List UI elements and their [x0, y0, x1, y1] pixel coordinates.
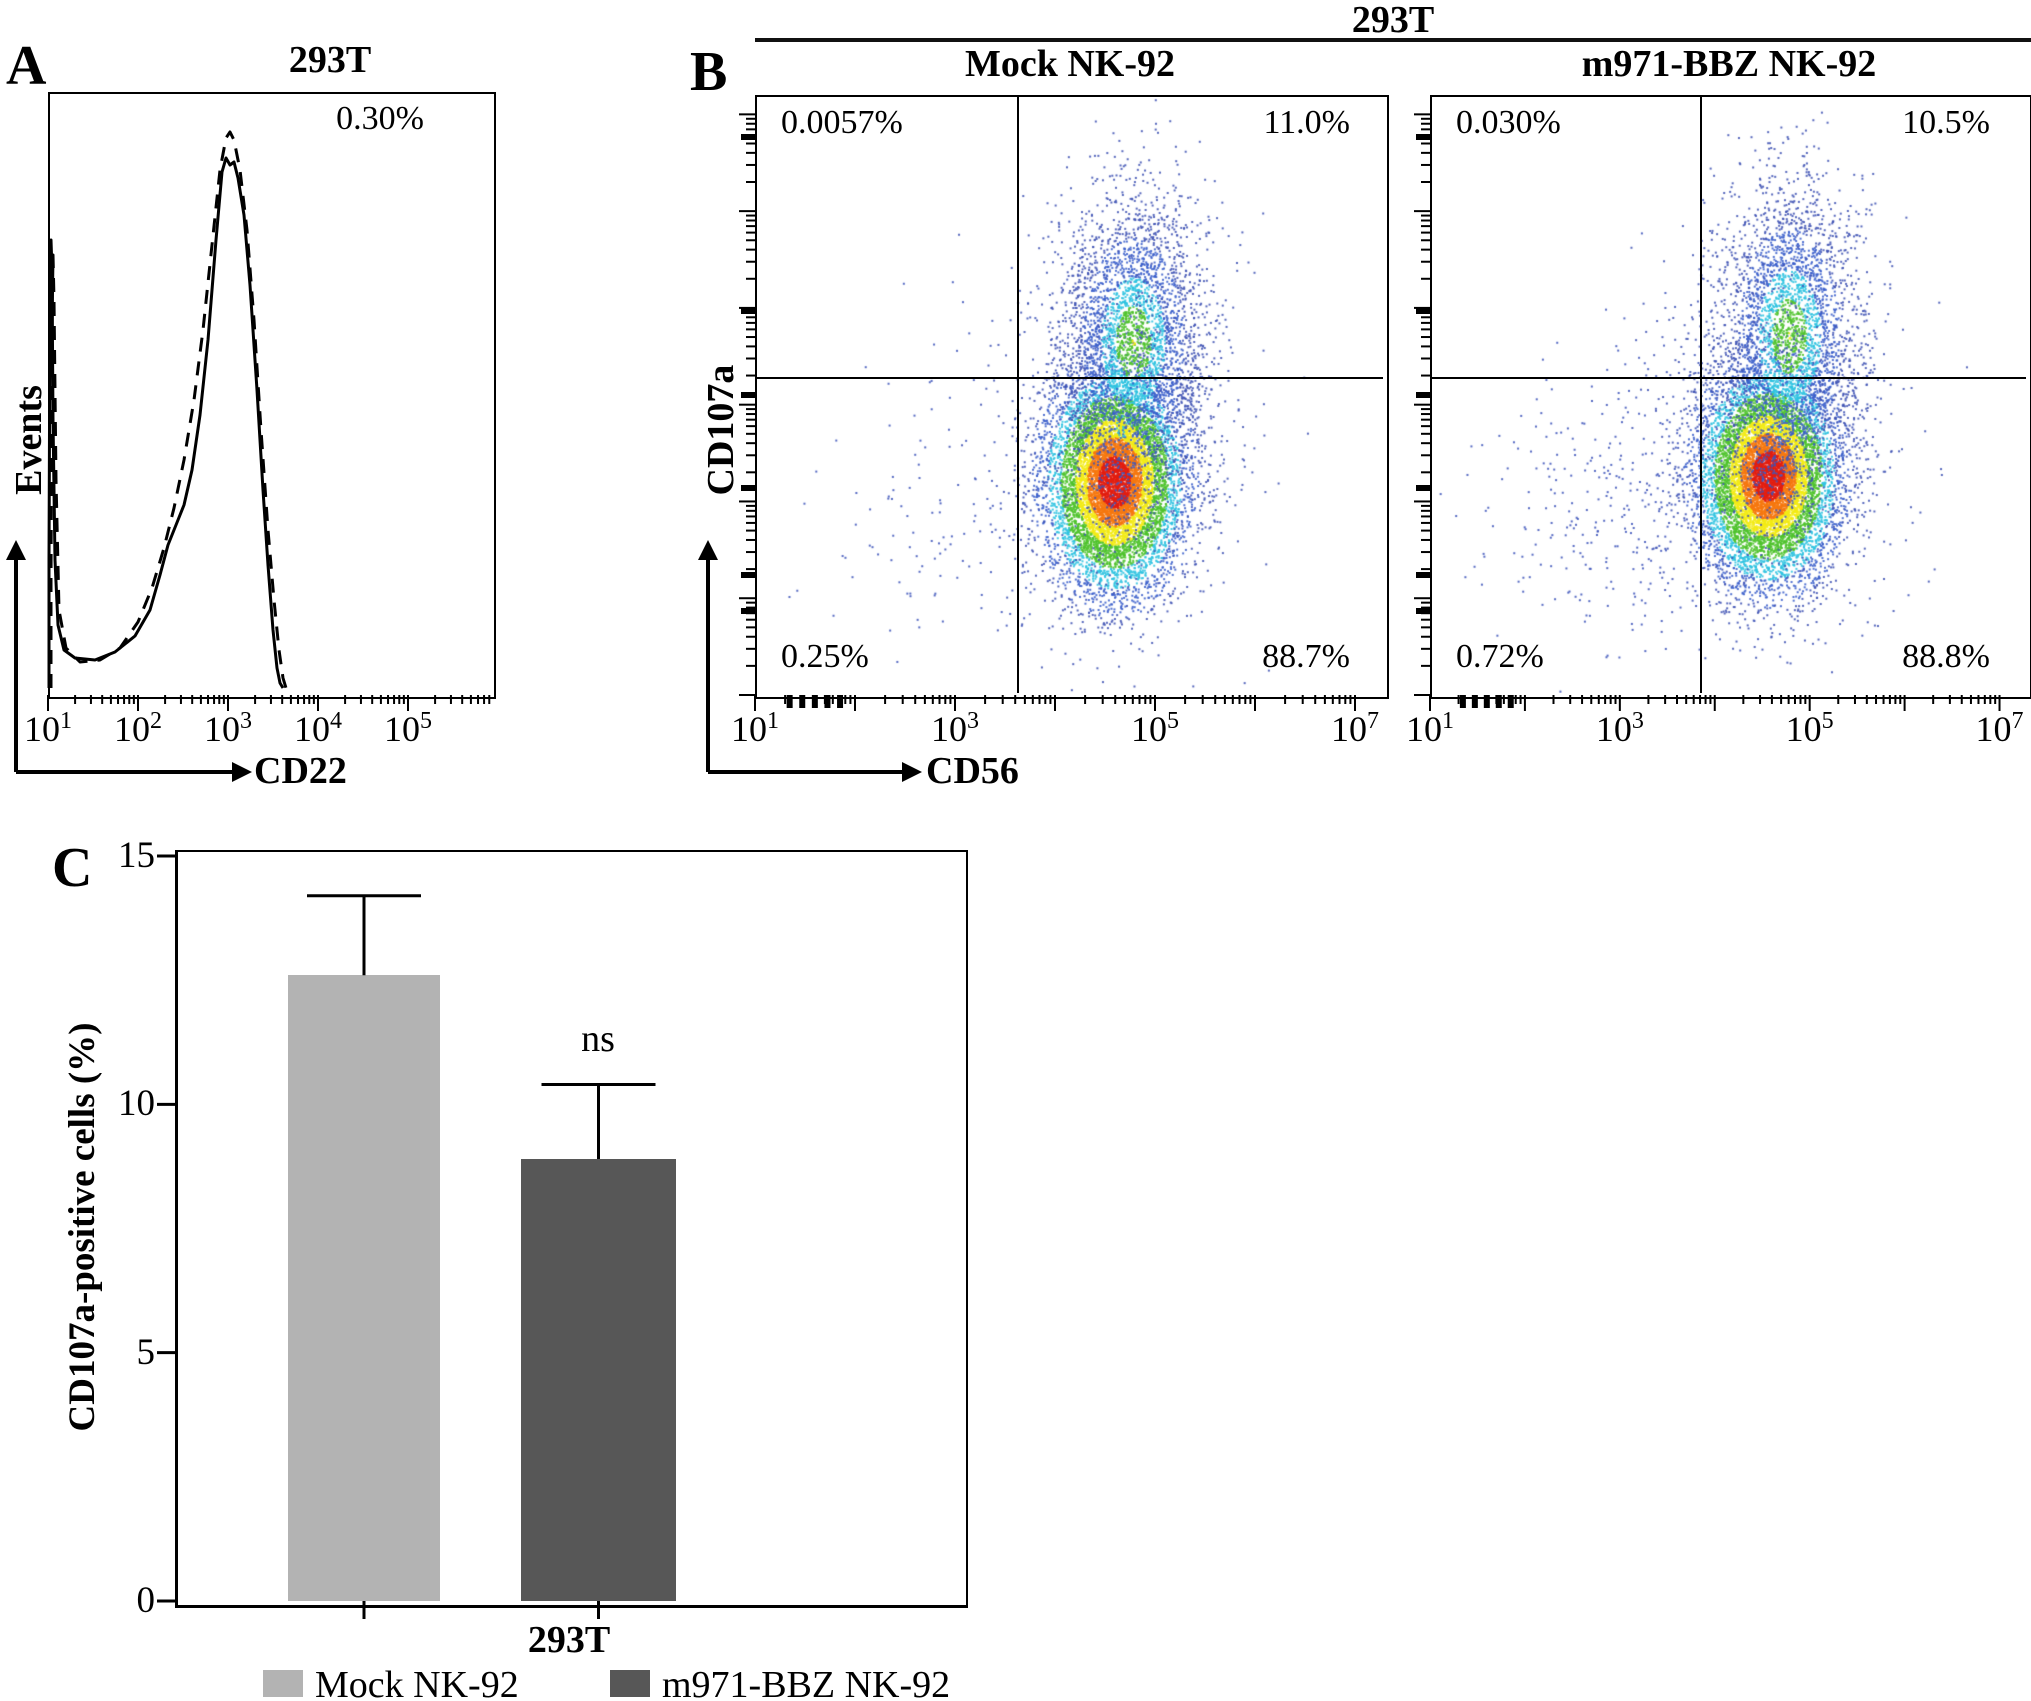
panel-b-plot1-x-tick-1: 101 [731, 708, 779, 749]
plot2-lr-percent: 88.8% [1902, 638, 1990, 675]
panel-a-x-tick-5: 105 [384, 708, 432, 749]
panel-b-plot1-x-tick-3: 105 [1131, 708, 1179, 749]
plot2-quadrant-hline [1432, 377, 2026, 379]
legend-swatch-m971 [610, 1670, 650, 1697]
panel-c-y-tick-5: 5 [136, 1331, 156, 1373]
panel-b-plot1-x-tick-4: 107 [1331, 708, 1379, 749]
plot2-ul-percent: 0.030% [1456, 104, 1561, 141]
panel-a-title: 293T [288, 39, 372, 81]
panel-b-plot2-x-tick-4: 107 [1975, 708, 2024, 749]
plot2-ur-percent: 10.5% [1902, 104, 1990, 141]
legend-label-m971: m971-BBZ NK-92 [662, 1664, 951, 1701]
panel-a-x-tick-2: 102 [114, 708, 162, 749]
legend-swatch-mock [263, 1670, 303, 1697]
panel-c-y-tick-15: 15 [118, 835, 155, 876]
plot1-ul-percent: 0.0057% [781, 104, 903, 141]
scatter-plot-mock [757, 97, 1383, 693]
bar-m971-bbz-nk-92 [521, 1158, 676, 1601]
panel-c-y-axis-label: CD107a-positive cells (%) [62, 1022, 103, 1432]
panel-a-plot-box [48, 92, 496, 699]
panel-b-plot2-x-tick-1: 101 [1406, 708, 1454, 749]
significance-annotation: ns [581, 1018, 615, 1060]
plot1-lr-percent: 88.7% [1262, 638, 1350, 675]
panel-b-plot2-x-tick-3: 105 [1785, 708, 1834, 749]
bar-mock-nk-92 [288, 975, 440, 1601]
panel-a-percentage: 0.30% [336, 100, 424, 137]
plot1-quadrant-hline [757, 377, 1383, 379]
plot1-ur-percent: 11.0% [1263, 104, 1350, 141]
panel-a-x-tick-1: 101 [24, 708, 72, 749]
plot2-ll-percent: 0.72% [1456, 638, 1544, 675]
panel-b-plot1-title: Mock NK-92 [964, 43, 1176, 85]
panel-a-y-axis-label: Events [8, 385, 50, 495]
panel-b-plot2-title: m971-BBZ NK-92 [1581, 43, 1877, 85]
legend-label-mock: Mock NK-92 [315, 1664, 519, 1701]
panel-b-y-axis-label: CD107a [700, 364, 742, 496]
plot2-quadrant-vline [1700, 97, 1702, 693]
plot1-quadrant-vline [1017, 97, 1019, 693]
panel-c-y-tick-10: 10 [118, 1083, 155, 1125]
panel-a-x-axis-label: CD22 [254, 750, 347, 792]
scatter-plot-m971 [1432, 97, 2026, 693]
panel-a-x-tick-4: 104 [294, 708, 342, 749]
panel-a-letter: A [6, 35, 47, 97]
panel-a-x-tick-3: 103 [204, 708, 252, 749]
panel-c-x-label: 293T [527, 1619, 611, 1661]
panel-b-group-title: 293T [1351, 0, 1435, 41]
panel-b-x-axis-label: CD56 [926, 750, 1019, 792]
panel-c-y-tick-0: 0 [136, 1580, 156, 1621]
panel-c-letter: C [52, 837, 93, 899]
panel-b-plot2-x-tick-2: 103 [1595, 708, 1644, 749]
plot1-ll-percent: 0.25% [781, 638, 869, 675]
panel-b-group-rule [755, 38, 2031, 42]
panel-b-plot1-x-tick-2: 103 [931, 708, 979, 749]
panel-b-letter: B [690, 41, 728, 103]
